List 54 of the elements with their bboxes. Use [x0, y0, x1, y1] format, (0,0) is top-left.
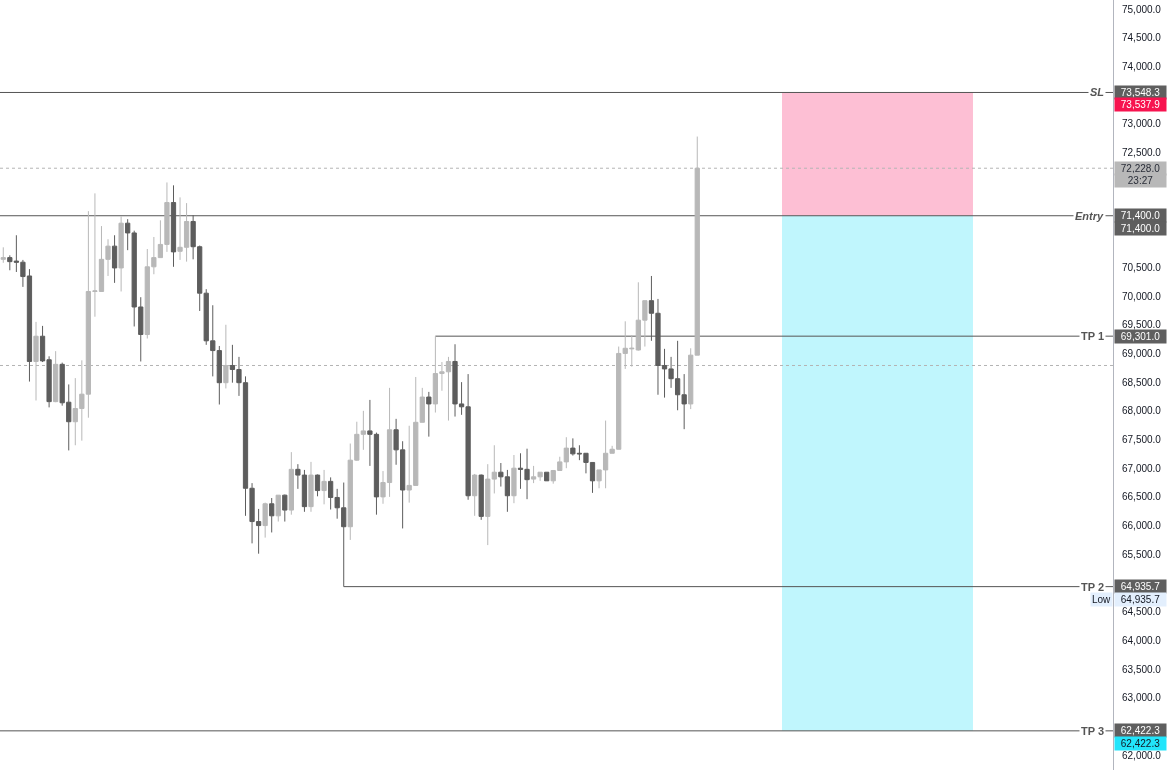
- ref-line-label: TP 3: [1081, 725, 1105, 737]
- y-tick-label: 74,000.0: [1122, 61, 1162, 73]
- candlestick: [282, 494, 288, 523]
- y-tick-label: 74,500.0: [1122, 32, 1162, 44]
- candlestick: [426, 391, 432, 438]
- annotation: Low: [1092, 593, 1112, 605]
- ref-line-label: TP 2: [1081, 581, 1105, 593]
- candlestick: [275, 494, 281, 523]
- y-tick-label: 66,500.0: [1122, 491, 1162, 503]
- candlestick: [269, 497, 275, 533]
- text: 23:27: [1127, 174, 1154, 186]
- candlestick: [478, 474, 484, 521]
- candlestick: [321, 469, 327, 505]
- candlestick: [472, 473, 478, 517]
- y-tick-label: 67,000.0: [1122, 462, 1162, 474]
- y-tick-label: 70,000.0: [1122, 290, 1162, 302]
- y-tick-label: 67,500.0: [1122, 434, 1162, 446]
- text: 62,422.3: [1120, 737, 1161, 749]
- y-tick-label: 64,500.0: [1122, 606, 1162, 618]
- y-tick-label: 68,500.0: [1122, 376, 1162, 388]
- text: 72,228.0: [1120, 162, 1161, 174]
- candlestick: [314, 474, 321, 497]
- y-tick-label: 69,500.0: [1122, 319, 1162, 331]
- text: 64,935.7: [1120, 580, 1161, 592]
- text: 73,548.3: [1120, 86, 1161, 98]
- text: 62,422.3: [1120, 724, 1161, 736]
- candlestick: [262, 502, 268, 539]
- y-tick-label: 63,500.0: [1122, 663, 1162, 675]
- y-tick-label: 63,000.0: [1122, 692, 1162, 704]
- y-tick-label: 65,500.0: [1122, 548, 1162, 560]
- ref-line-label: SL: [1090, 86, 1105, 98]
- text: 71,400.0: [1120, 222, 1161, 234]
- text: 71,400.0: [1120, 209, 1161, 221]
- text: 64,935.7: [1120, 593, 1161, 605]
- candlestick: [118, 215, 124, 292]
- candlestick: [308, 461, 314, 513]
- candlestick: [511, 454, 517, 504]
- y-tick-label: 73,000.0: [1122, 118, 1162, 130]
- text: 69,301.0: [1120, 330, 1161, 342]
- y-tick-label: 62,000.0: [1122, 749, 1162, 761]
- y-tick-label: 70,500.0: [1122, 261, 1162, 273]
- y-tick-label: 72,500.0: [1122, 147, 1162, 159]
- y-tick-label: 64,000.0: [1122, 634, 1162, 646]
- candlestick: [111, 234, 118, 284]
- candlestick: [0, 246, 6, 264]
- candlestick: [53, 350, 59, 403]
- y-tick-label: 69,000.0: [1122, 347, 1162, 359]
- candlestick: [288, 451, 294, 516]
- y-tick-label: 75,000.0: [1122, 3, 1162, 15]
- ref-line-label: Entry: [1075, 210, 1104, 222]
- text: 73,537.9: [1120, 98, 1161, 110]
- y-tick-label: 68,000.0: [1122, 405, 1162, 417]
- y-tick-label: 66,000.0: [1122, 520, 1162, 532]
- ref-line-label: TP 1: [1081, 330, 1105, 342]
